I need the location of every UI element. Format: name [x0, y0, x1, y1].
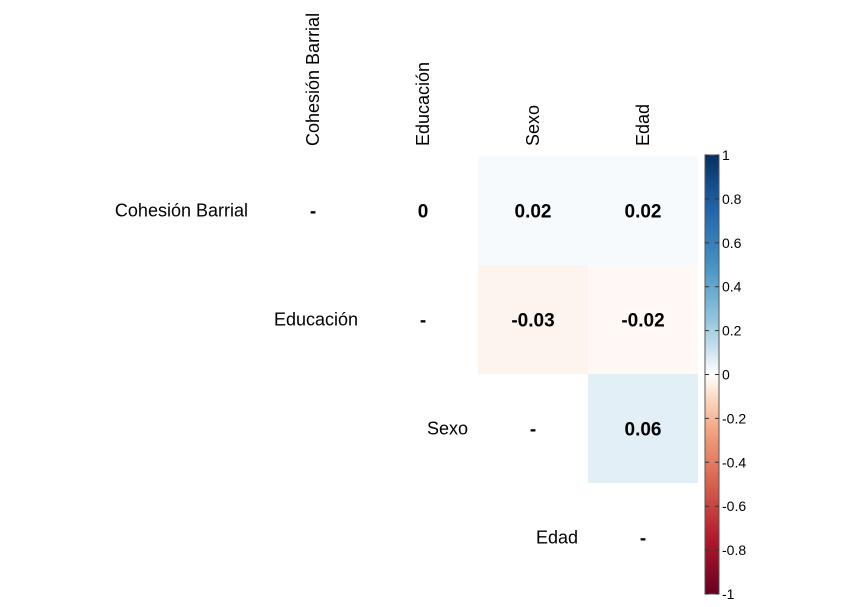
row-labels: Cohesión Barrial Educación Sexo Edad	[115, 201, 578, 548]
row-label-2: Sexo	[427, 419, 468, 439]
column-label-0: Cohesión Barrial	[303, 13, 323, 146]
colorbar: 1 0.8 0.6 0.4 0.2 0 -0.2 -0.4 -0.6 -0.8 -1	[704, 147, 746, 602]
column-labels: Cohesión Barrial Educación Sexo Edad	[303, 13, 653, 146]
cell-value-0-1: 0	[418, 202, 429, 223]
cell-value-3-3: -	[640, 529, 646, 550]
cell-value-0-0: -	[310, 202, 316, 223]
colorbar-tick-label-6: -0.2	[722, 410, 746, 426]
cell-value-2-2: -	[530, 420, 536, 441]
cell-value-2-3: 0.06	[625, 420, 662, 441]
colorbar-tick-label-2: 0.6	[722, 235, 742, 251]
colorbar-tick-label-3: 0.4	[722, 279, 742, 295]
heatmap-cell-2-3	[588, 374, 698, 483]
row-label-1: Educación	[274, 310, 358, 330]
cells-layer	[368, 156, 698, 483]
row-label-0: Cohesión Barrial	[115, 201, 248, 221]
colorbar-tick-label-7: -0.4	[722, 454, 746, 470]
colorbar-tick-label-1: 0.8	[722, 191, 742, 207]
cell-value-0-3: 0.02	[625, 202, 662, 223]
colorbar-tick-label-9: -0.8	[722, 542, 746, 558]
value-labels: - 0 0.02 0.02 - -0.03 -0.02 - 0.06 -	[310, 202, 665, 550]
heatmap-cell-0-3	[588, 156, 698, 265]
colorbar-tick-label-10: -1	[722, 586, 735, 602]
colorbar-tick-label-5: 0	[722, 367, 730, 383]
column-label-1: Educación	[413, 62, 433, 146]
cell-value-1-2: -0.03	[511, 311, 554, 332]
column-label-2: Sexo	[523, 105, 543, 146]
cell-value-0-2: 0.02	[515, 202, 552, 223]
colorbar-tick-label-4: 0.2	[722, 323, 742, 339]
column-label-3: Edad	[633, 104, 653, 146]
heatmap-cell-0-1	[368, 156, 478, 265]
heatmap-cell-1-3	[588, 265, 698, 374]
colorbar-tick-label-8: -0.6	[722, 498, 746, 514]
row-label-3: Edad	[536, 528, 578, 548]
cell-value-1-1: -	[420, 311, 426, 332]
colorbar-gradient	[705, 155, 719, 594]
cell-value-1-3: -0.02	[621, 311, 664, 332]
colorbar-tick-label-0: 1	[722, 147, 730, 163]
heatmap-cell-1-2	[478, 265, 588, 374]
heatmap-cell-0-2	[478, 156, 588, 265]
